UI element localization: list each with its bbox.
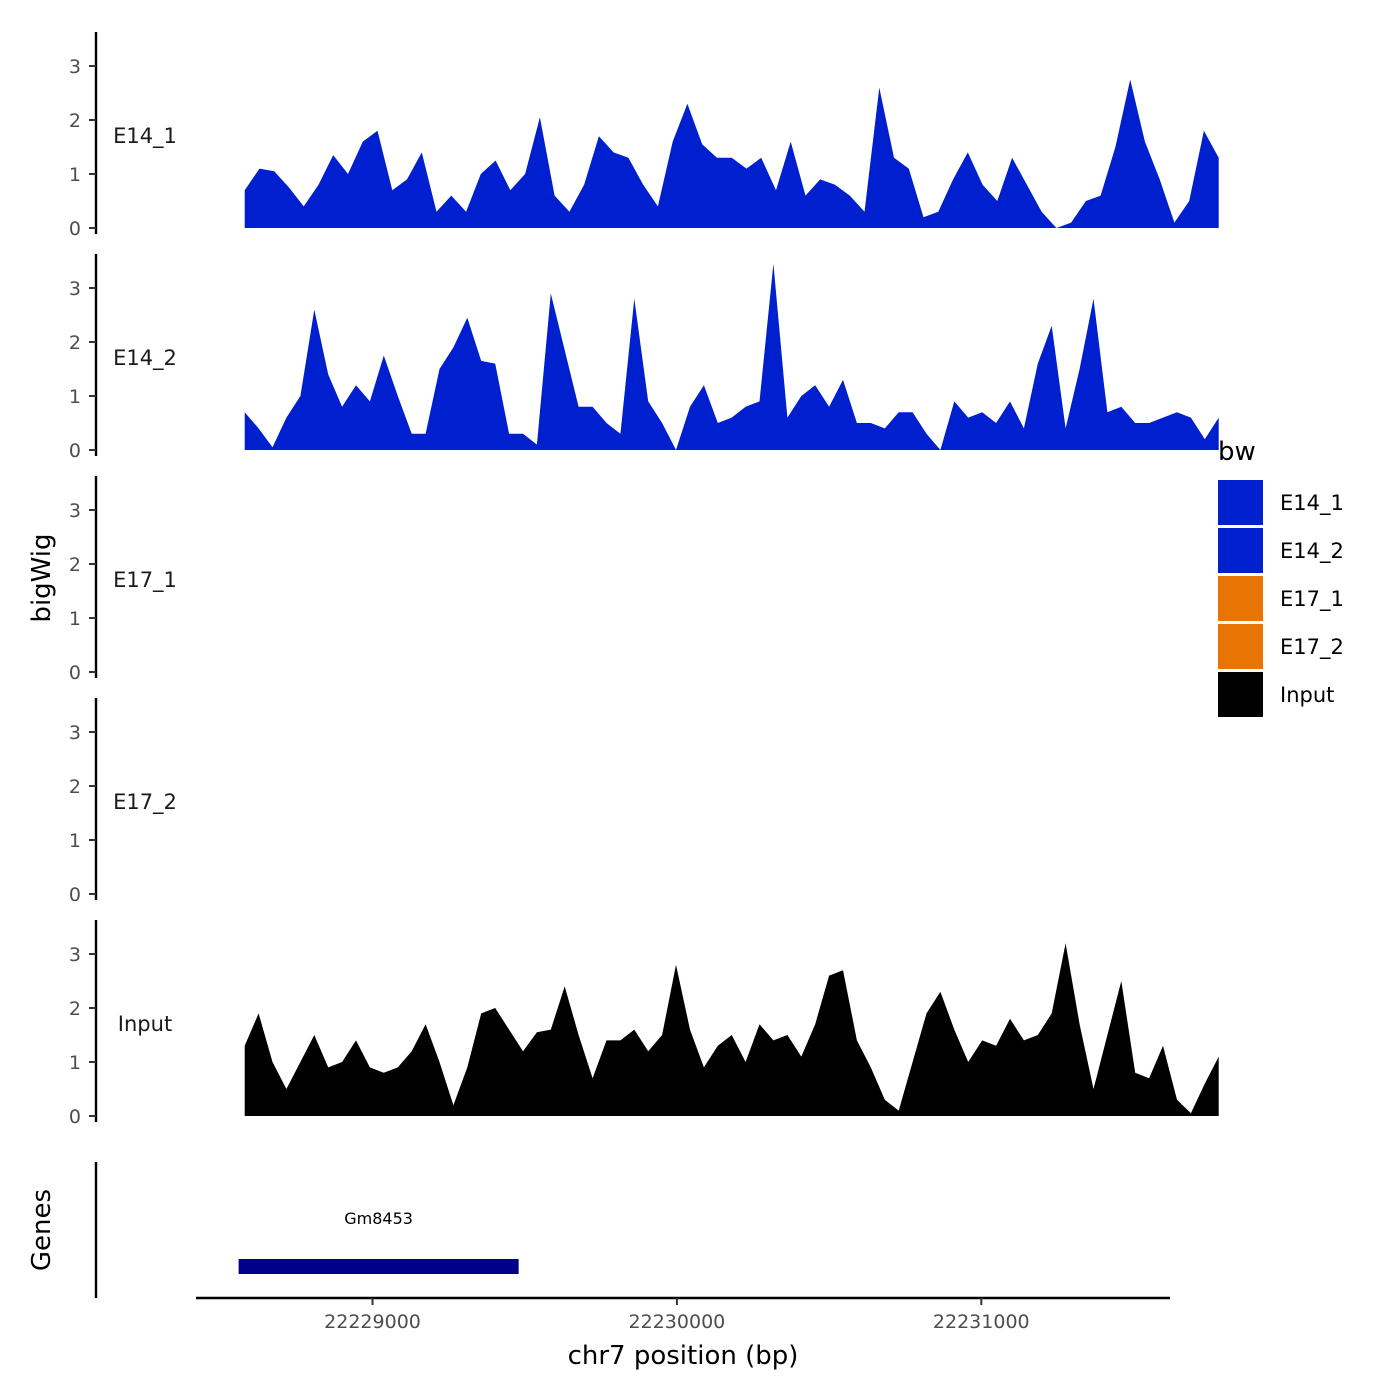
- area-E14_1: [244, 79, 1219, 228]
- y-tick-label: 0: [69, 1106, 81, 1128]
- legend-swatch: [1218, 576, 1263, 621]
- gene-label: Gm8453: [344, 1209, 413, 1228]
- y-tick-label: 3: [69, 56, 81, 78]
- legend-label: E14_2: [1280, 539, 1344, 564]
- y-tick-label: 1: [69, 386, 81, 408]
- y-tick-label: 0: [69, 440, 81, 462]
- signal-tracks: 0 1 2 3 E14_1 0 1 2 3 E14_2 0 1 2 3 E17_1 0 1 2 3 E17_2 0 1 2 3…: [69, 32, 1219, 1128]
- legend-title: bw: [1218, 437, 1256, 467]
- x-ticks: 22229000 22230000 22231000: [324, 1298, 1030, 1333]
- legend-label: Input: [1280, 683, 1334, 707]
- x-tick-label: 22231000: [933, 1311, 1030, 1333]
- track-label: E14_1: [113, 124, 177, 149]
- legend-label: E14_1: [1280, 491, 1344, 516]
- y-tick-label: 2: [69, 554, 81, 576]
- y-tick-label: 1: [69, 830, 81, 852]
- legend-label: E17_1: [1280, 587, 1344, 612]
- y-tick-label: 2: [69, 332, 81, 354]
- x-tick-label: 22230000: [629, 1311, 726, 1333]
- y-tick-label: 1: [69, 1052, 81, 1074]
- y-tick-label: 2: [69, 776, 81, 798]
- track-E14_2: 0 1 2 3 E14_2: [69, 254, 1219, 462]
- track-label: E14_2: [113, 346, 177, 371]
- legend-swatch: [1218, 528, 1263, 573]
- track-label: E17_1: [113, 568, 177, 593]
- y-axis-title: bigWig: [27, 533, 57, 622]
- genes-panel: Genes Gm8453: [27, 1162, 519, 1298]
- y-tick-label: 3: [69, 722, 81, 744]
- genes-axis-title: Genes: [27, 1189, 57, 1271]
- x-axis-title: chr7 position (bp): [568, 1341, 799, 1371]
- legend-swatch: [1218, 624, 1263, 669]
- y-tick-label: 1: [69, 608, 81, 630]
- legend-label: E17_2: [1280, 635, 1344, 660]
- legend-items: E14_1 E14_2 E17_1 E17_2 Input: [1218, 480, 1344, 717]
- area-E14_2: [244, 263, 1219, 450]
- track-Input: 0 1 2 3 Input: [69, 920, 1219, 1128]
- y-tick-label: 2: [69, 998, 81, 1020]
- gene-models: Gm8453: [238, 1209, 519, 1274]
- y-tick-label: 1: [69, 164, 81, 186]
- y-tick-label: 3: [69, 500, 81, 522]
- track-E14_1: 0 1 2 3 E14_1: [69, 32, 1219, 240]
- track-E17_1: 0 1 2 3 E17_1: [69, 476, 177, 684]
- legend: bw E14_1 E14_2 E17_1 E17_2 Input: [1218, 437, 1344, 717]
- y-tick-label: 0: [69, 884, 81, 906]
- x-axis: 22229000 22230000 22231000 chr7 position (…: [196, 1296, 1170, 1371]
- y-tick-label: 3: [69, 944, 81, 966]
- track-label: Input: [118, 1012, 172, 1036]
- legend-swatch: [1218, 480, 1263, 525]
- legend-swatch: [1218, 672, 1263, 717]
- y-tick-label: 0: [69, 662, 81, 684]
- track-E17_2: 0 1 2 3 E17_2: [69, 698, 177, 906]
- track-label: E17_2: [113, 790, 177, 815]
- y-tick-label: 3: [69, 278, 81, 300]
- y-tick-label: 0: [69, 218, 81, 240]
- gene-Gm8453: [238, 1259, 519, 1274]
- area-Input: [244, 943, 1219, 1116]
- y-tick-label: 2: [69, 110, 81, 132]
- x-tick-label: 22229000: [324, 1311, 421, 1333]
